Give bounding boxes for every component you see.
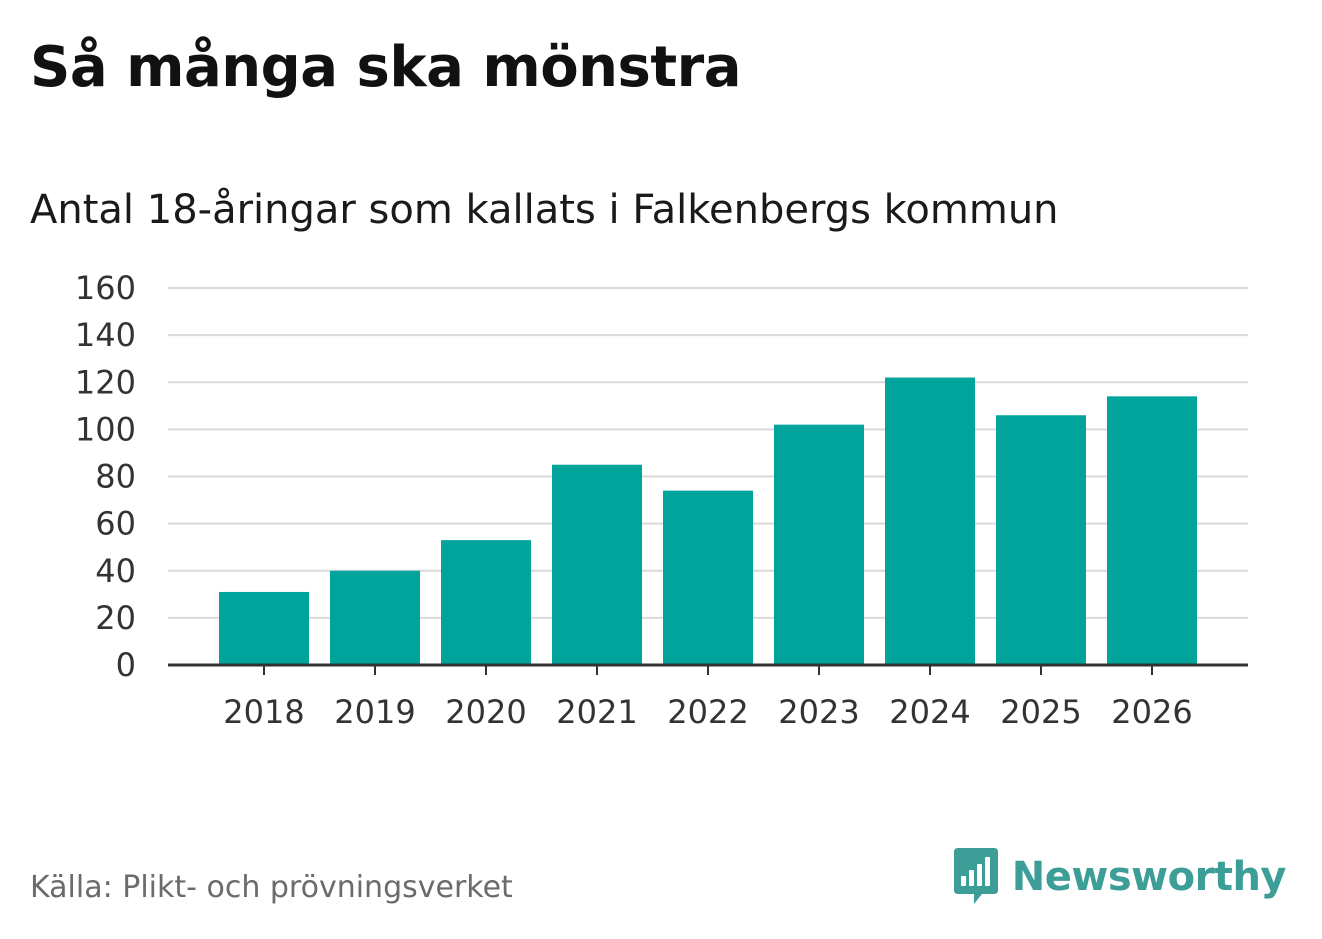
y-tick-label: 100 [75, 410, 136, 448]
axes: 0 20 40 60 80 100 120 140 160 2018 2019 2020 2021 202… [75, 269, 1248, 731]
x-tick-label: 2025 [1000, 693, 1081, 731]
y-tick-label: 40 [95, 552, 136, 590]
bar-2018 [219, 591, 309, 665]
bars [219, 377, 1197, 665]
y-tick-label: 0 [116, 646, 136, 684]
y-tick-label: 160 [75, 269, 136, 307]
source-note: Källa: Plikt- och prövningsverket [30, 870, 513, 905]
x-tick-label: 2020 [445, 693, 526, 731]
y-tick-label: 20 [95, 599, 136, 637]
x-tick-label: 2026 [1111, 693, 1192, 731]
bar-2019 [330, 570, 420, 665]
x-tick-label: 2019 [334, 693, 415, 731]
bar-chart-speech-bubble-icon [953, 848, 998, 904]
x-tick-label: 2022 [667, 693, 748, 731]
bar-2023 [774, 424, 864, 665]
chart-subtitle: Antal 18-åringar som kallats i Falkenber… [30, 187, 1059, 233]
y-tick-label: 80 [95, 458, 136, 496]
bar-2021 [552, 464, 642, 665]
x-tick-label: 2023 [778, 693, 859, 731]
y-tick-label: 120 [75, 363, 136, 401]
x-tick-label: 2018 [223, 693, 304, 731]
newsworthy-logo: Newsworthy [952, 848, 1287, 906]
brand-name: Newsworthy [1011, 854, 1287, 900]
bar-2025 [996, 415, 1086, 665]
x-tick-label: 2021 [556, 693, 637, 731]
bar-2020 [441, 540, 531, 665]
y-tick-label: 140 [75, 316, 136, 354]
chart-title: Så många ska mönstra [30, 35, 742, 100]
x-tick-label: 2024 [889, 693, 970, 731]
bar-2024 [885, 377, 975, 665]
y-tick-label: 60 [95, 505, 136, 543]
bar-2022 [663, 490, 753, 665]
bar-2026 [1107, 396, 1197, 665]
